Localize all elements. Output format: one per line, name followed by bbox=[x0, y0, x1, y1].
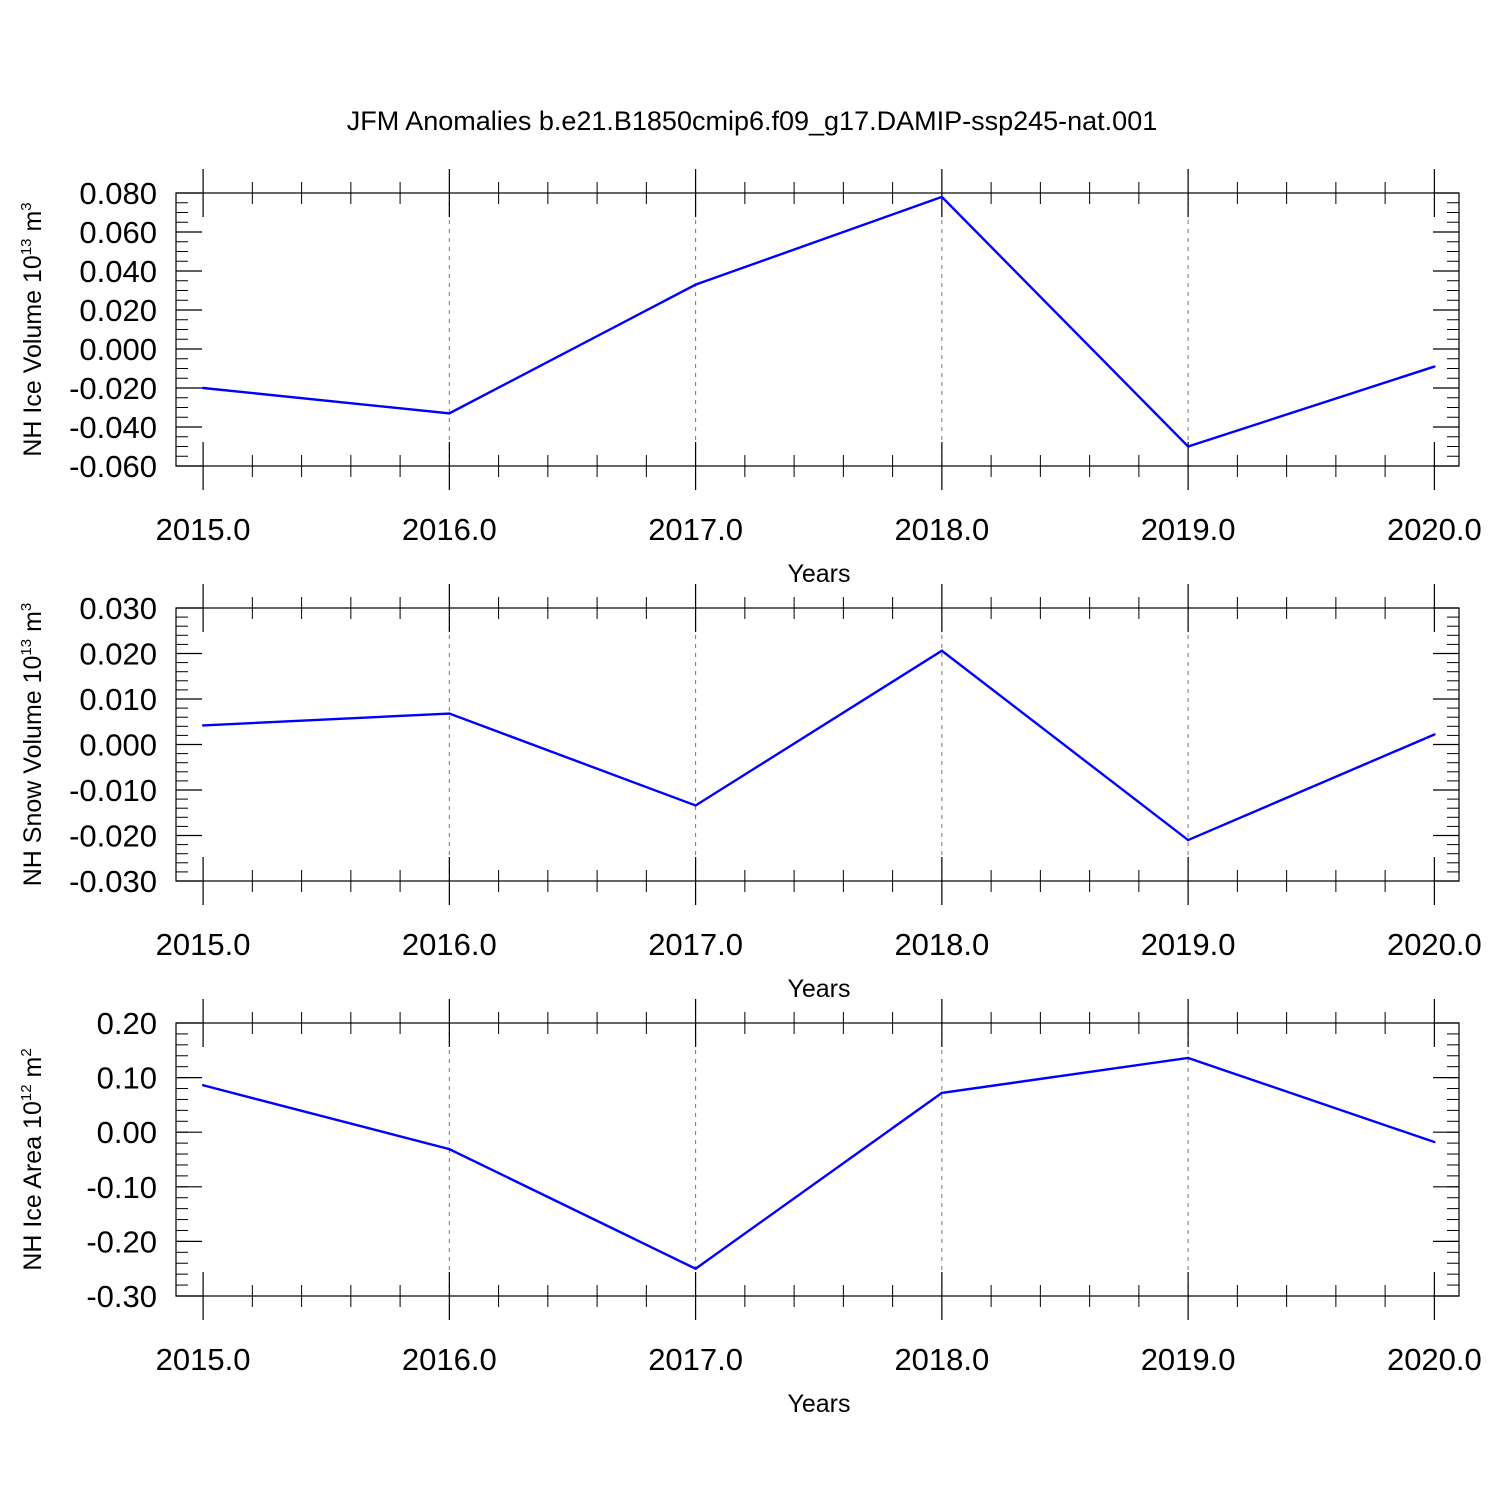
ice-area-ytick-label: -0.30 bbox=[86, 1279, 157, 1314]
ice-volume-y-axis-label-part: NH Ice Volume 10 bbox=[19, 255, 47, 457]
ice-volume-ytick-label: -0.060 bbox=[69, 449, 157, 484]
ice-volume-data-point-2015 bbox=[201, 386, 205, 390]
ice-area-data-point-2017 bbox=[694, 1267, 697, 1270]
ice-volume-ytick-label: 0.040 bbox=[79, 254, 157, 289]
ice-volume-data-point-2020 bbox=[1433, 365, 1436, 368]
ice-volume-y-axis-label-part: 3 bbox=[18, 202, 35, 210]
snow-volume-data-point-2017 bbox=[694, 804, 697, 807]
snow-volume-data-point-2020 bbox=[1433, 733, 1436, 736]
ice-volume-xtick-label: 2017.0 bbox=[648, 512, 743, 547]
snow-volume-xtick-label: 2018.0 bbox=[894, 927, 989, 962]
snow-volume-y-axis-label-part: NH Snow Volume 10 bbox=[19, 656, 47, 887]
ice-volume-ytick-label: 0.060 bbox=[79, 215, 157, 250]
ice-area-y-axis-label-part: NH Ice Area 10 bbox=[19, 1101, 47, 1271]
ice-volume-ytick-label: -0.020 bbox=[69, 371, 157, 406]
ice-volume-ytick-label: 0.020 bbox=[79, 293, 157, 328]
ice-volume-data-point-2018 bbox=[940, 195, 944, 199]
ice-area-xtick-label: 2015.0 bbox=[156, 1342, 251, 1377]
ice-area-data-point-2015 bbox=[201, 1084, 205, 1087]
ice-area-xtick-label: 2019.0 bbox=[1141, 1342, 1236, 1377]
snow-volume-xtick-label: 2019.0 bbox=[1141, 927, 1236, 962]
ice-area-y-axis-label: NH Ice Area 1012 m2 bbox=[18, 1048, 47, 1270]
panel-ice-volume: 0.080 0.060 0.040 0.020 0.000 -0.020 -0.040 -0.… bbox=[18, 169, 1482, 588]
snow-volume-y-axis-label-part: 13 bbox=[18, 639, 35, 656]
snow-volume-data-point-2016 bbox=[448, 712, 451, 715]
ice-area-xtick-label: 2017.0 bbox=[648, 1342, 743, 1377]
snow-volume-ytick-label: -0.010 bbox=[69, 773, 157, 808]
ice-volume-ytick-label: 0.080 bbox=[79, 176, 157, 211]
snow-volume-xtick-label: 2015.0 bbox=[156, 927, 251, 962]
snow-volume-frame bbox=[175, 607, 1460, 882]
ice-area-frame bbox=[175, 1022, 1460, 1297]
snow-volume-ytick-label: -0.030 bbox=[69, 864, 157, 899]
ice-volume-y-axis-label-part: 13 bbox=[18, 238, 35, 255]
ice-volume-ytick-label: 0.000 bbox=[79, 332, 157, 367]
ice-area-ytick-label: 0.20 bbox=[97, 1006, 157, 1041]
snow-volume-ytick-label: 0.010 bbox=[79, 682, 157, 717]
ice-volume-xtick-label: 2016.0 bbox=[402, 512, 497, 547]
ice-area-data-point-2016 bbox=[448, 1147, 451, 1151]
snow-volume-ytick-label: 0.030 bbox=[79, 591, 157, 626]
ice-area-ytick-label: -0.10 bbox=[86, 1170, 157, 1205]
ice-area-y-axis-label-part: m bbox=[19, 1057, 47, 1085]
ice-area-data-point-2018 bbox=[940, 1091, 944, 1095]
figure-title: JFM Anomalies b.e21.B1850cmip6.f09_g17.D… bbox=[347, 106, 1157, 136]
ice-volume-xtick-label: 2019.0 bbox=[1141, 512, 1236, 547]
snow-volume-xtick-label: 2016.0 bbox=[402, 927, 497, 962]
ice-area-ytick-label: 0.00 bbox=[97, 1115, 157, 1150]
snow-volume-series-line bbox=[203, 649, 1435, 842]
snow-volume-y-axis-label: NH Snow Volume 1013 m3 bbox=[18, 603, 47, 887]
snow-volume-xtick-label: 2020.0 bbox=[1387, 927, 1482, 962]
snow-volume-y-axis-label-part: 3 bbox=[18, 603, 35, 611]
ice-area-xtick-label: 2018.0 bbox=[894, 1342, 989, 1377]
ice-area-ytick-label: -0.20 bbox=[86, 1224, 157, 1259]
snow-volume-ytick-label: 0.020 bbox=[79, 637, 157, 672]
snow-volume-data-point-2019 bbox=[1186, 838, 1190, 842]
ice-volume-x-axis-label: Years bbox=[787, 560, 850, 588]
snow-volume-data-point-2015 bbox=[201, 724, 205, 727]
ice-area-series-line bbox=[202, 1056, 1435, 1271]
ice-volume-series-line bbox=[202, 195, 1435, 448]
snow-volume-ytick-label: -0.020 bbox=[69, 819, 157, 854]
panel-ice-area: 0.20 0.10 0.00 -0.10 -0.20 -0.30 2015.0 2016.0 2… bbox=[18, 999, 1482, 1418]
ice-volume-xtick-label: 2015.0 bbox=[156, 512, 251, 547]
ice-area-y-axis-label-part: 12 bbox=[18, 1084, 35, 1101]
ice-volume-frame bbox=[175, 192, 1460, 467]
snow-volume-data-point-2018 bbox=[940, 649, 944, 652]
snow-volume-ytick-label: 0.000 bbox=[79, 728, 157, 763]
ice-volume-data-point-2016 bbox=[448, 412, 451, 415]
ice-area-xtick-label: 2016.0 bbox=[402, 1342, 497, 1377]
ice-area-ytick-label: 0.10 bbox=[97, 1061, 157, 1096]
ice-volume-xtick-label: 2018.0 bbox=[894, 512, 989, 547]
ice-area-x-axis-label: Years bbox=[787, 1390, 850, 1418]
ice-area-data-point-2020 bbox=[1433, 1140, 1436, 1144]
ice-volume-xtick-label: 2020.0 bbox=[1387, 512, 1482, 547]
ice-volume-ytick-label: -0.040 bbox=[69, 410, 157, 445]
panel-snow-volume: 0.030 0.020 0.010 0.000 -0.010 -0.020 -0.030 20… bbox=[18, 584, 1482, 1003]
ice-volume-data-point-2017 bbox=[694, 283, 697, 286]
snow-volume-y-axis-label-part: m bbox=[19, 611, 47, 639]
ice-volume-y-axis-label: NH Ice Volume 1013 m3 bbox=[18, 202, 47, 456]
snow-volume-x-axis-label: Years bbox=[787, 975, 850, 1003]
ice-volume-data-point-2019 bbox=[1186, 445, 1190, 448]
ice-area-data-point-2019 bbox=[1186, 1056, 1190, 1060]
ice-area-y-axis-label-part: 2 bbox=[18, 1048, 35, 1056]
snow-volume-xtick-label: 2017.0 bbox=[648, 927, 743, 962]
ice-area-xtick-label: 2020.0 bbox=[1387, 1342, 1482, 1377]
ice-volume-y-axis-label-part: m bbox=[19, 211, 47, 239]
